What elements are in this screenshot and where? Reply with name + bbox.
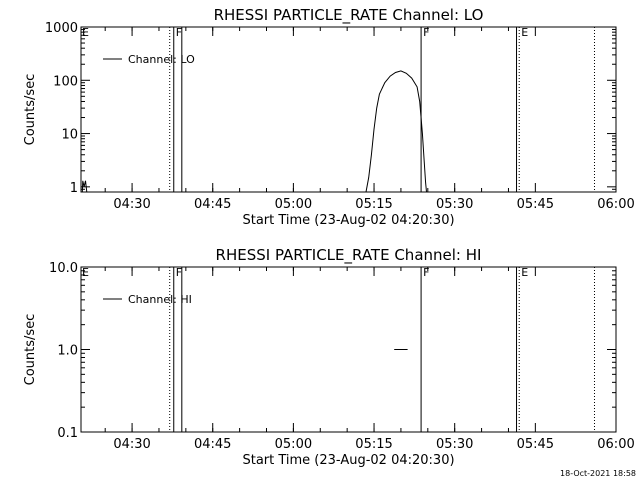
hi-x-tick-label: 05:30 [436, 437, 473, 452]
lo-x-tick-label: 05:15 [355, 197, 392, 212]
chart-lo-panel: RHESSI PARTICLE_RATE Channel: LO 04:30 04:… [23, 6, 635, 228]
hi-event-label: F [423, 266, 429, 279]
lo-x-tick-label: 05:45 [517, 197, 554, 212]
lo-edge-label: E [82, 26, 89, 39]
hi-y-tick-label: 0.1 [57, 426, 78, 441]
lo-y-axis-title: Counts/sec [23, 74, 38, 146]
lo-y-tick-label: 1000 [45, 21, 78, 36]
hi-x-tick-label: 04:30 [113, 437, 150, 452]
lo-x-tick-label: 05:00 [275, 197, 312, 212]
hi-x-tick-label: 05:00 [275, 437, 312, 452]
hi-legend-label: Channel: HI [128, 293, 192, 306]
lo-y-tick-label: 10 [61, 128, 78, 143]
hi-event-label: E [521, 266, 528, 279]
lo-legend-label: Channel: LO [128, 53, 195, 66]
plot-timestamp: 18-Oct-2021 18:58 [560, 469, 636, 478]
lo-y-tick-label: 100 [53, 74, 78, 89]
lo-y-tick-label: 1 [70, 181, 78, 196]
lo-x-axis-title: Start Time (23-Aug-02 04:20:30) [242, 213, 454, 228]
hi-x-tick-label: 06:00 [597, 437, 634, 452]
lo-x-tick-label: 05:30 [436, 197, 473, 212]
hi-edge-label: E [82, 266, 89, 279]
lo-event-label: E [521, 26, 528, 39]
hi-x-axis-title: Start Time (23-Aug-02 04:20:30) [242, 453, 454, 468]
lo-data-line [365, 70, 427, 193]
lo-plot-frame [80, 26, 617, 193]
lo-x-tick-label: 06:00 [597, 197, 634, 212]
lo-event-label: F [176, 26, 182, 39]
hi-y-tick-label: 10.0 [49, 261, 78, 276]
lo-data-line [81, 180, 88, 193]
lo-x-tick-label: 04:30 [113, 197, 150, 212]
hi-y-tick-label: 1.0 [57, 344, 78, 359]
hi-y-axis-title: Counts/sec [23, 314, 38, 386]
lo-x-tick-label: 04:45 [194, 197, 231, 212]
hi-x-tick-label: 05:15 [355, 437, 392, 452]
hi-x-tick-label: 05:45 [517, 437, 554, 452]
hi-chart-title: RHESSI PARTICLE_RATE Channel: HI [216, 246, 482, 265]
hi-event-label: F [176, 266, 182, 279]
chart-hi-panel: RHESSI PARTICLE_RATE Channel: HI 04:30 04:… [23, 246, 635, 468]
hi-plot-frame [80, 266, 617, 433]
hi-x-tick-label: 04:45 [194, 437, 231, 452]
lo-event-label: F [423, 26, 429, 39]
lo-chart-title: RHESSI PARTICLE_RATE Channel: LO [214, 6, 484, 25]
